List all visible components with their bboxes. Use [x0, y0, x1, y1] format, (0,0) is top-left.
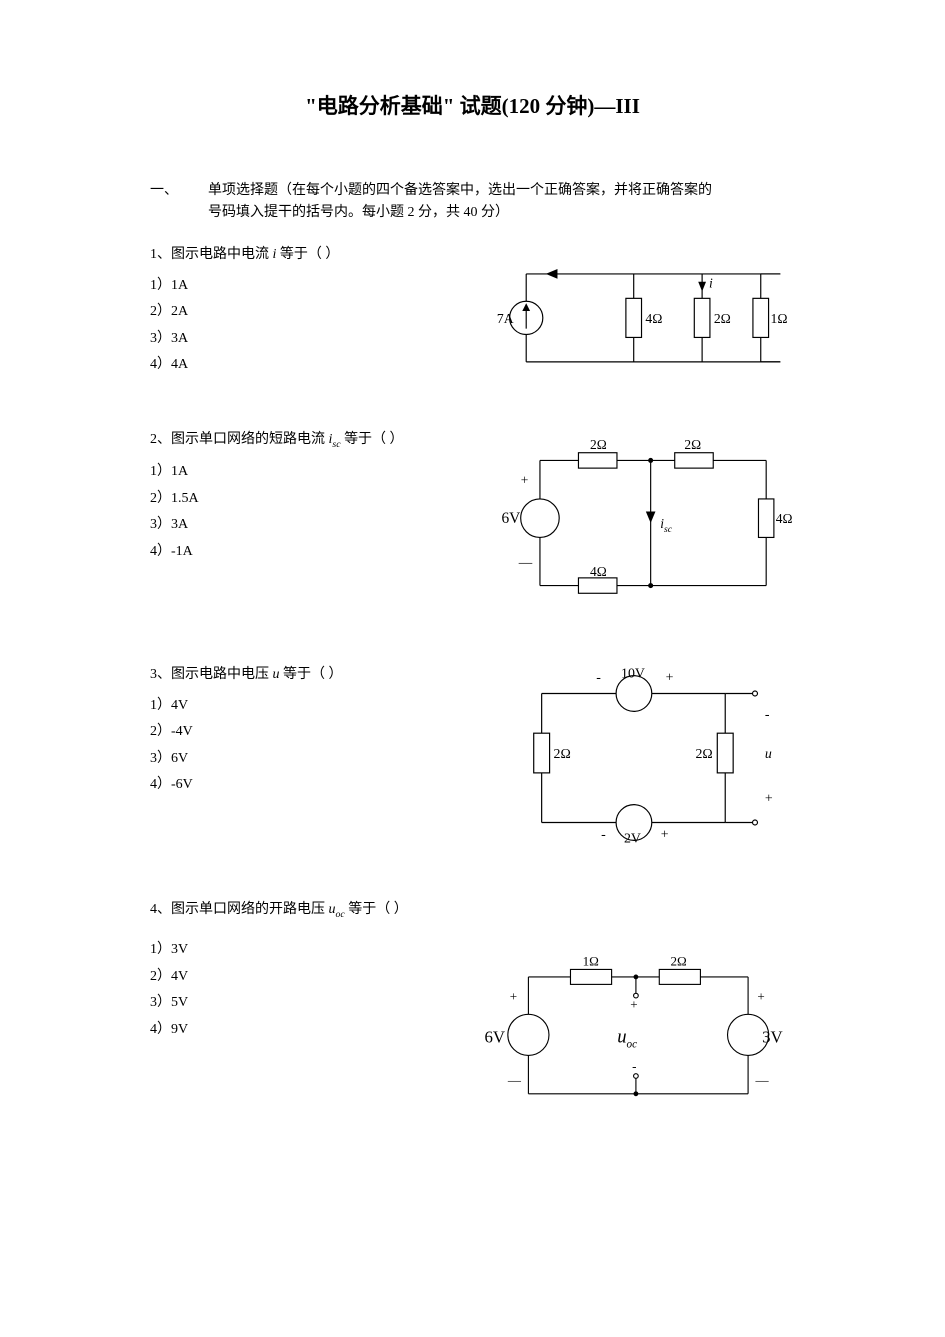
q4-opt-1: 1）3V: [150, 937, 477, 964]
q4-opt-4: 4）9V: [150, 1017, 477, 1044]
q2-r-tl: 2Ω: [590, 437, 607, 452]
q3-r-left: 2Ω: [554, 747, 571, 762]
q1-opt-3: 3）3A: [150, 326, 492, 353]
q3-bot-plus: +: [661, 827, 669, 842]
q1-r2-label: 2Ω: [714, 311, 731, 326]
q3-circuit: 10V - + 2V - + 2Ω 2Ω u - +: [497, 663, 795, 853]
q2-opt-2: 2）1.5A: [150, 486, 487, 513]
q2-minus: —: [518, 554, 533, 569]
q3-bot-src: 2V: [624, 831, 641, 846]
q1-r1-label: 4Ω: [645, 311, 662, 326]
q4-src-left: 6V: [485, 1027, 506, 1046]
q1-src-label: 7A: [497, 311, 514, 326]
question-3: 3、图示电路中电压 u 等于（ ） 1）4V 2）-4V 3）6V 4）-6V: [150, 663, 795, 853]
q4-opt-3: 3）5V: [150, 990, 477, 1017]
q3-r-right: 2Ω: [696, 747, 713, 762]
q3-opt-2: 2）-4V: [150, 719, 497, 746]
question-2: 2、图示单口网络的短路电流 isc 等于（ ） 1）1A 2）1.5A 3）3A…: [150, 428, 795, 618]
q2-src-label: 6V: [501, 510, 520, 527]
q2-opt-4: 4）-1A: [150, 539, 487, 566]
q4-r-minus: —: [755, 1072, 770, 1087]
q2-stem-post: 等于（ ）: [344, 432, 404, 447]
q4-uoc-plus: +: [630, 996, 637, 1011]
q2-opt-1: 1）1A: [150, 459, 487, 486]
q3-u-bot: +: [765, 791, 773, 806]
q4-r-right: 2Ω: [671, 953, 688, 968]
q3-bot-minus: -: [602, 827, 607, 842]
q3-opt-1: 1）4V: [150, 693, 497, 720]
page-title: "电路分析基础" 试题(120 分钟)—III: [150, 90, 795, 120]
q2-r-right: 4Ω: [776, 511, 793, 526]
q4-l-minus: —: [507, 1072, 522, 1087]
q3-var: u: [273, 667, 280, 682]
q3-u-top: -: [765, 707, 770, 722]
q4-stem-post: 等于（ ）: [348, 902, 408, 917]
section-header: 一、 单项选择题（在每个小题的四个备选答案中，选出一个正确答案，并将正确答案的 …: [150, 180, 795, 225]
q1-opt-4: 4）4A: [150, 352, 492, 379]
q2-opt-3: 3）3A: [150, 512, 487, 539]
q4-uoc-minus: -: [632, 1058, 636, 1073]
q2-r-tr: 2Ω: [684, 437, 701, 452]
q2-var-sub: sc: [332, 439, 340, 450]
q2-circuit: 2Ω 2Ω 4Ω 4Ω 6V + — isc: [487, 428, 795, 618]
q1-circuit: 7A 4Ω 2Ω 1Ω i: [492, 243, 795, 383]
q2-stem-pre: 2、图示单口网络的短路电流: [150, 432, 329, 447]
q1-opt-2: 2）2A: [150, 299, 492, 326]
section-text-1: 单项选择题（在每个小题的四个备选答案中，选出一个正确答案，并将正确答案的: [208, 183, 712, 198]
q3-opt-4: 4）-6V: [150, 772, 497, 799]
section-number: 一、: [150, 180, 178, 225]
q4-l-plus: +: [510, 988, 517, 1003]
q4-r-plus: +: [758, 988, 765, 1003]
question-1: 1、图示电路中电流 i 等于（ ） 1）1A 2）2A 3）3A 4）4A: [150, 243, 795, 383]
q4-stem-pre: 4、图示单口网络的开路电压: [150, 902, 329, 917]
q2-i-label: isc: [660, 516, 672, 535]
q1-stem-post: 等于（ ）: [280, 247, 340, 262]
q4-var: u: [329, 902, 336, 917]
q1-opt-1: 1）1A: [150, 273, 492, 300]
q3-u-label: u: [765, 747, 772, 762]
q1-i-label: i: [709, 275, 713, 290]
q3-opt-3: 3）6V: [150, 746, 497, 773]
q2-r-bot: 4Ω: [590, 564, 607, 579]
q4-var-sub: oc: [336, 909, 345, 920]
q2-plus: +: [521, 472, 529, 487]
q4-circuit: 1Ω 2Ω 6V 3V + — + — + - uoc: [477, 943, 795, 1123]
q4-r-left: 1Ω: [583, 953, 600, 968]
q3-top-plus: +: [666, 670, 674, 685]
q3-top-minus: -: [597, 670, 602, 685]
q4-u-label: uoc: [617, 1026, 637, 1050]
q1-r3-label: 1Ω: [771, 311, 788, 326]
section-text-2: 号码填入提干的括号内。每小题 2 分，共 40 分）: [208, 205, 509, 220]
question-4: 4、图示单口网络的开路电压 uoc 等于（ ） 1）3V 2）4V 3）5V 4…: [150, 898, 795, 1123]
q3-stem-pre: 3、图示电路中电压: [150, 667, 273, 682]
q3-top-src: 10V: [621, 666, 645, 681]
q1-var: i: [273, 247, 277, 262]
q1-stem-pre: 1、图示电路中电流: [150, 247, 273, 262]
q4-opt-2: 2）4V: [150, 964, 477, 991]
q3-stem-post: 等于（ ）: [283, 667, 343, 682]
q4-src-right: 3V: [762, 1027, 783, 1046]
